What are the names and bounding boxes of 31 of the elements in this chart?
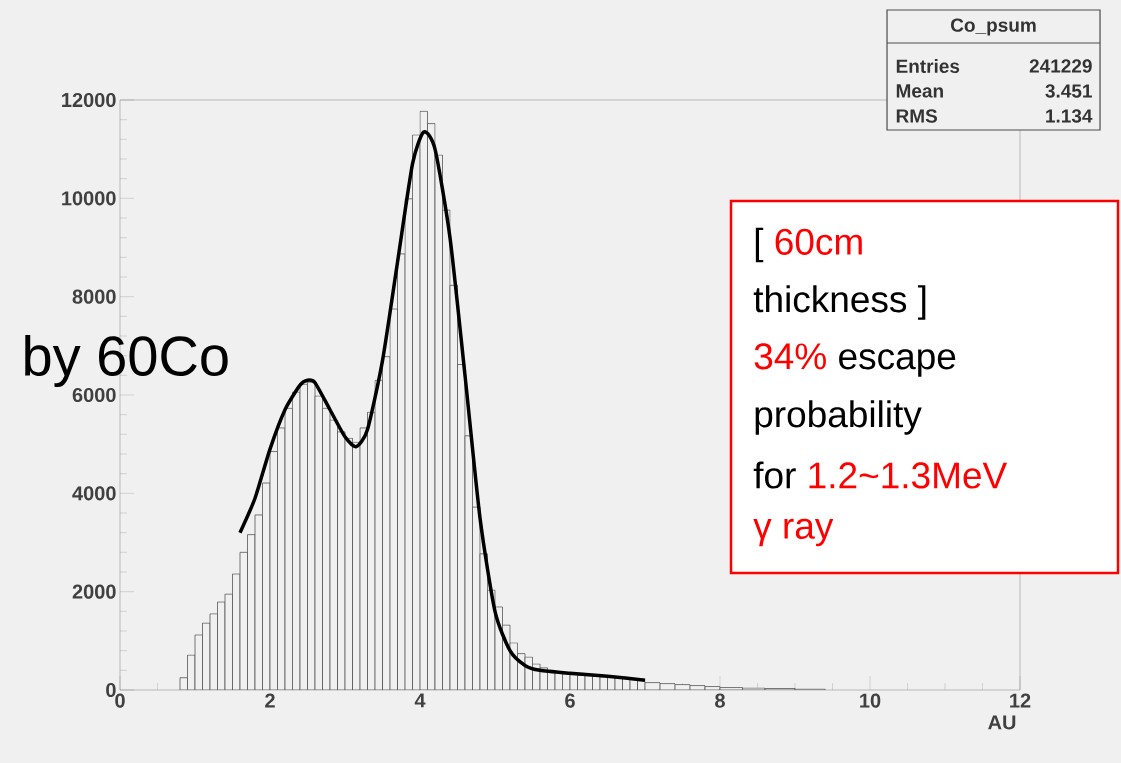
y-tick-label: 0: [106, 682, 116, 698]
annotation: 34%: [754, 343, 826, 370]
x-tick-label: 8: [715, 693, 725, 708]
x-axis-title: AU: [988, 715, 1016, 730]
y-tick-label: 6000: [72, 387, 116, 403]
annotation: probability: [755, 400, 922, 435]
y-tick-label: 10000: [62, 191, 116, 206]
y-tick-label: 2000: [72, 584, 116, 599]
y-tick-label: 12000: [62, 92, 116, 108]
text: Co_psum: [951, 18, 1036, 36]
annotation: thickness ]: [753, 285, 926, 320]
text: 241229: [1029, 59, 1092, 73]
annotation: escape: [839, 349, 956, 377]
y-tick-label: 4000: [72, 486, 116, 501]
text: 1.134: [1046, 109, 1093, 123]
annotation: by 60Co: [25, 334, 228, 388]
x-tick-label: 10: [860, 693, 881, 708]
annotation: 1.2~1.3MeV: [809, 462, 1008, 489]
annotation: γ ray: [753, 518, 834, 547]
x-tick-label: 12: [1010, 693, 1031, 708]
text: Entries: [896, 59, 960, 73]
annotation: [: [755, 227, 764, 263]
x-tick-label: 4: [414, 693, 426, 708]
text: 3.451: [1045, 84, 1092, 98]
annotation: 60cm: [775, 228, 862, 255]
x-tick-label: 6: [565, 693, 575, 708]
x-tick-label: 2: [265, 693, 275, 708]
y-tick-label: 8000: [72, 289, 116, 304]
annotation: for: [753, 461, 796, 489]
text: Mean: [896, 84, 943, 98]
annotation: RMS: [896, 109, 938, 123]
